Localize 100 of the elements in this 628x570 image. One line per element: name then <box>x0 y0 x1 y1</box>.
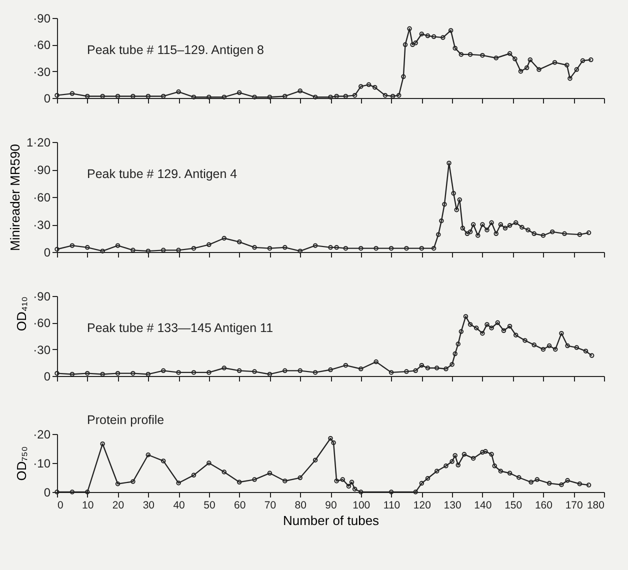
point <box>115 243 120 248</box>
point <box>546 480 552 486</box>
point <box>526 228 530 232</box>
point <box>452 351 458 356</box>
point <box>160 458 166 464</box>
point <box>85 490 90 494</box>
point <box>540 346 546 352</box>
y-axis-title: Minireader MR590 <box>7 144 22 251</box>
point <box>70 490 75 494</box>
point <box>516 475 522 480</box>
point <box>507 223 512 228</box>
point <box>484 228 490 232</box>
point <box>463 314 468 319</box>
x-tick-label: 40 <box>173 500 186 512</box>
text: Protein profile <box>87 413 164 427</box>
point <box>115 370 120 376</box>
point <box>407 26 412 32</box>
point <box>514 332 518 338</box>
point <box>559 330 564 336</box>
point <box>501 328 506 334</box>
point <box>425 476 430 481</box>
x-tick-label: 50 <box>204 500 216 512</box>
point <box>340 477 346 482</box>
point <box>518 68 524 74</box>
point <box>444 464 448 468</box>
point <box>451 190 456 196</box>
y-tick-label: 0 <box>44 486 51 500</box>
annotation: Peak tube # 129. Antigen 4 <box>87 167 238 181</box>
point <box>191 94 196 100</box>
point <box>536 67 542 72</box>
point <box>446 160 452 166</box>
x-axis-title: Number of tubes <box>282 513 380 528</box>
point <box>564 62 570 68</box>
point <box>236 240 242 244</box>
point <box>115 482 120 486</box>
point <box>498 222 504 227</box>
x-tick-label: 140 <box>474 500 492 512</box>
point <box>206 242 212 248</box>
point <box>388 370 394 375</box>
point <box>507 324 512 329</box>
point <box>450 362 454 367</box>
point <box>522 338 528 343</box>
point <box>267 246 272 251</box>
point <box>85 370 90 376</box>
point <box>553 346 558 352</box>
point <box>334 478 339 484</box>
point <box>436 232 441 237</box>
point <box>480 52 485 58</box>
point <box>574 67 580 72</box>
point <box>494 56 498 60</box>
point <box>312 458 318 462</box>
point <box>512 56 518 62</box>
point <box>546 343 552 348</box>
point <box>502 226 508 231</box>
point <box>559 482 564 488</box>
point <box>565 478 570 483</box>
point <box>222 366 227 370</box>
point <box>388 490 394 494</box>
point <box>562 231 567 236</box>
point <box>402 42 408 48</box>
point <box>532 342 536 348</box>
x-tick-label: 160 <box>534 500 553 512</box>
point <box>236 480 242 485</box>
point <box>452 453 458 458</box>
point <box>176 89 181 94</box>
point <box>70 243 75 248</box>
point <box>349 480 354 485</box>
point <box>396 92 402 98</box>
point <box>298 475 302 480</box>
point <box>434 366 440 370</box>
point <box>534 477 540 482</box>
y-tick-label: ·60 <box>33 190 51 204</box>
point <box>480 222 485 227</box>
point <box>331 440 336 446</box>
point <box>176 370 181 375</box>
x-tick-label: 80 <box>294 500 307 512</box>
y-tick-label: ·90 <box>33 12 51 26</box>
point <box>448 28 454 33</box>
point <box>456 462 461 468</box>
point <box>252 94 257 100</box>
point <box>583 348 588 354</box>
point <box>442 202 447 207</box>
point <box>419 480 424 486</box>
y-tick-label: ·20 <box>33 428 51 442</box>
x-tick-label: 70 <box>264 500 276 512</box>
point <box>489 220 494 226</box>
point <box>413 368 418 374</box>
point <box>404 369 409 374</box>
point <box>388 246 394 251</box>
point <box>532 231 536 236</box>
point <box>191 370 196 375</box>
point <box>358 246 364 251</box>
y-tick-label: ·90 <box>33 163 51 177</box>
point <box>524 65 530 70</box>
y-axis-title: OD₄₁₀ <box>14 296 30 332</box>
point <box>577 232 582 237</box>
point <box>328 367 333 372</box>
point <box>457 197 462 202</box>
annotation: Peak tube # 115–129. Antigen 8 <box>87 43 264 57</box>
point <box>410 42 415 48</box>
